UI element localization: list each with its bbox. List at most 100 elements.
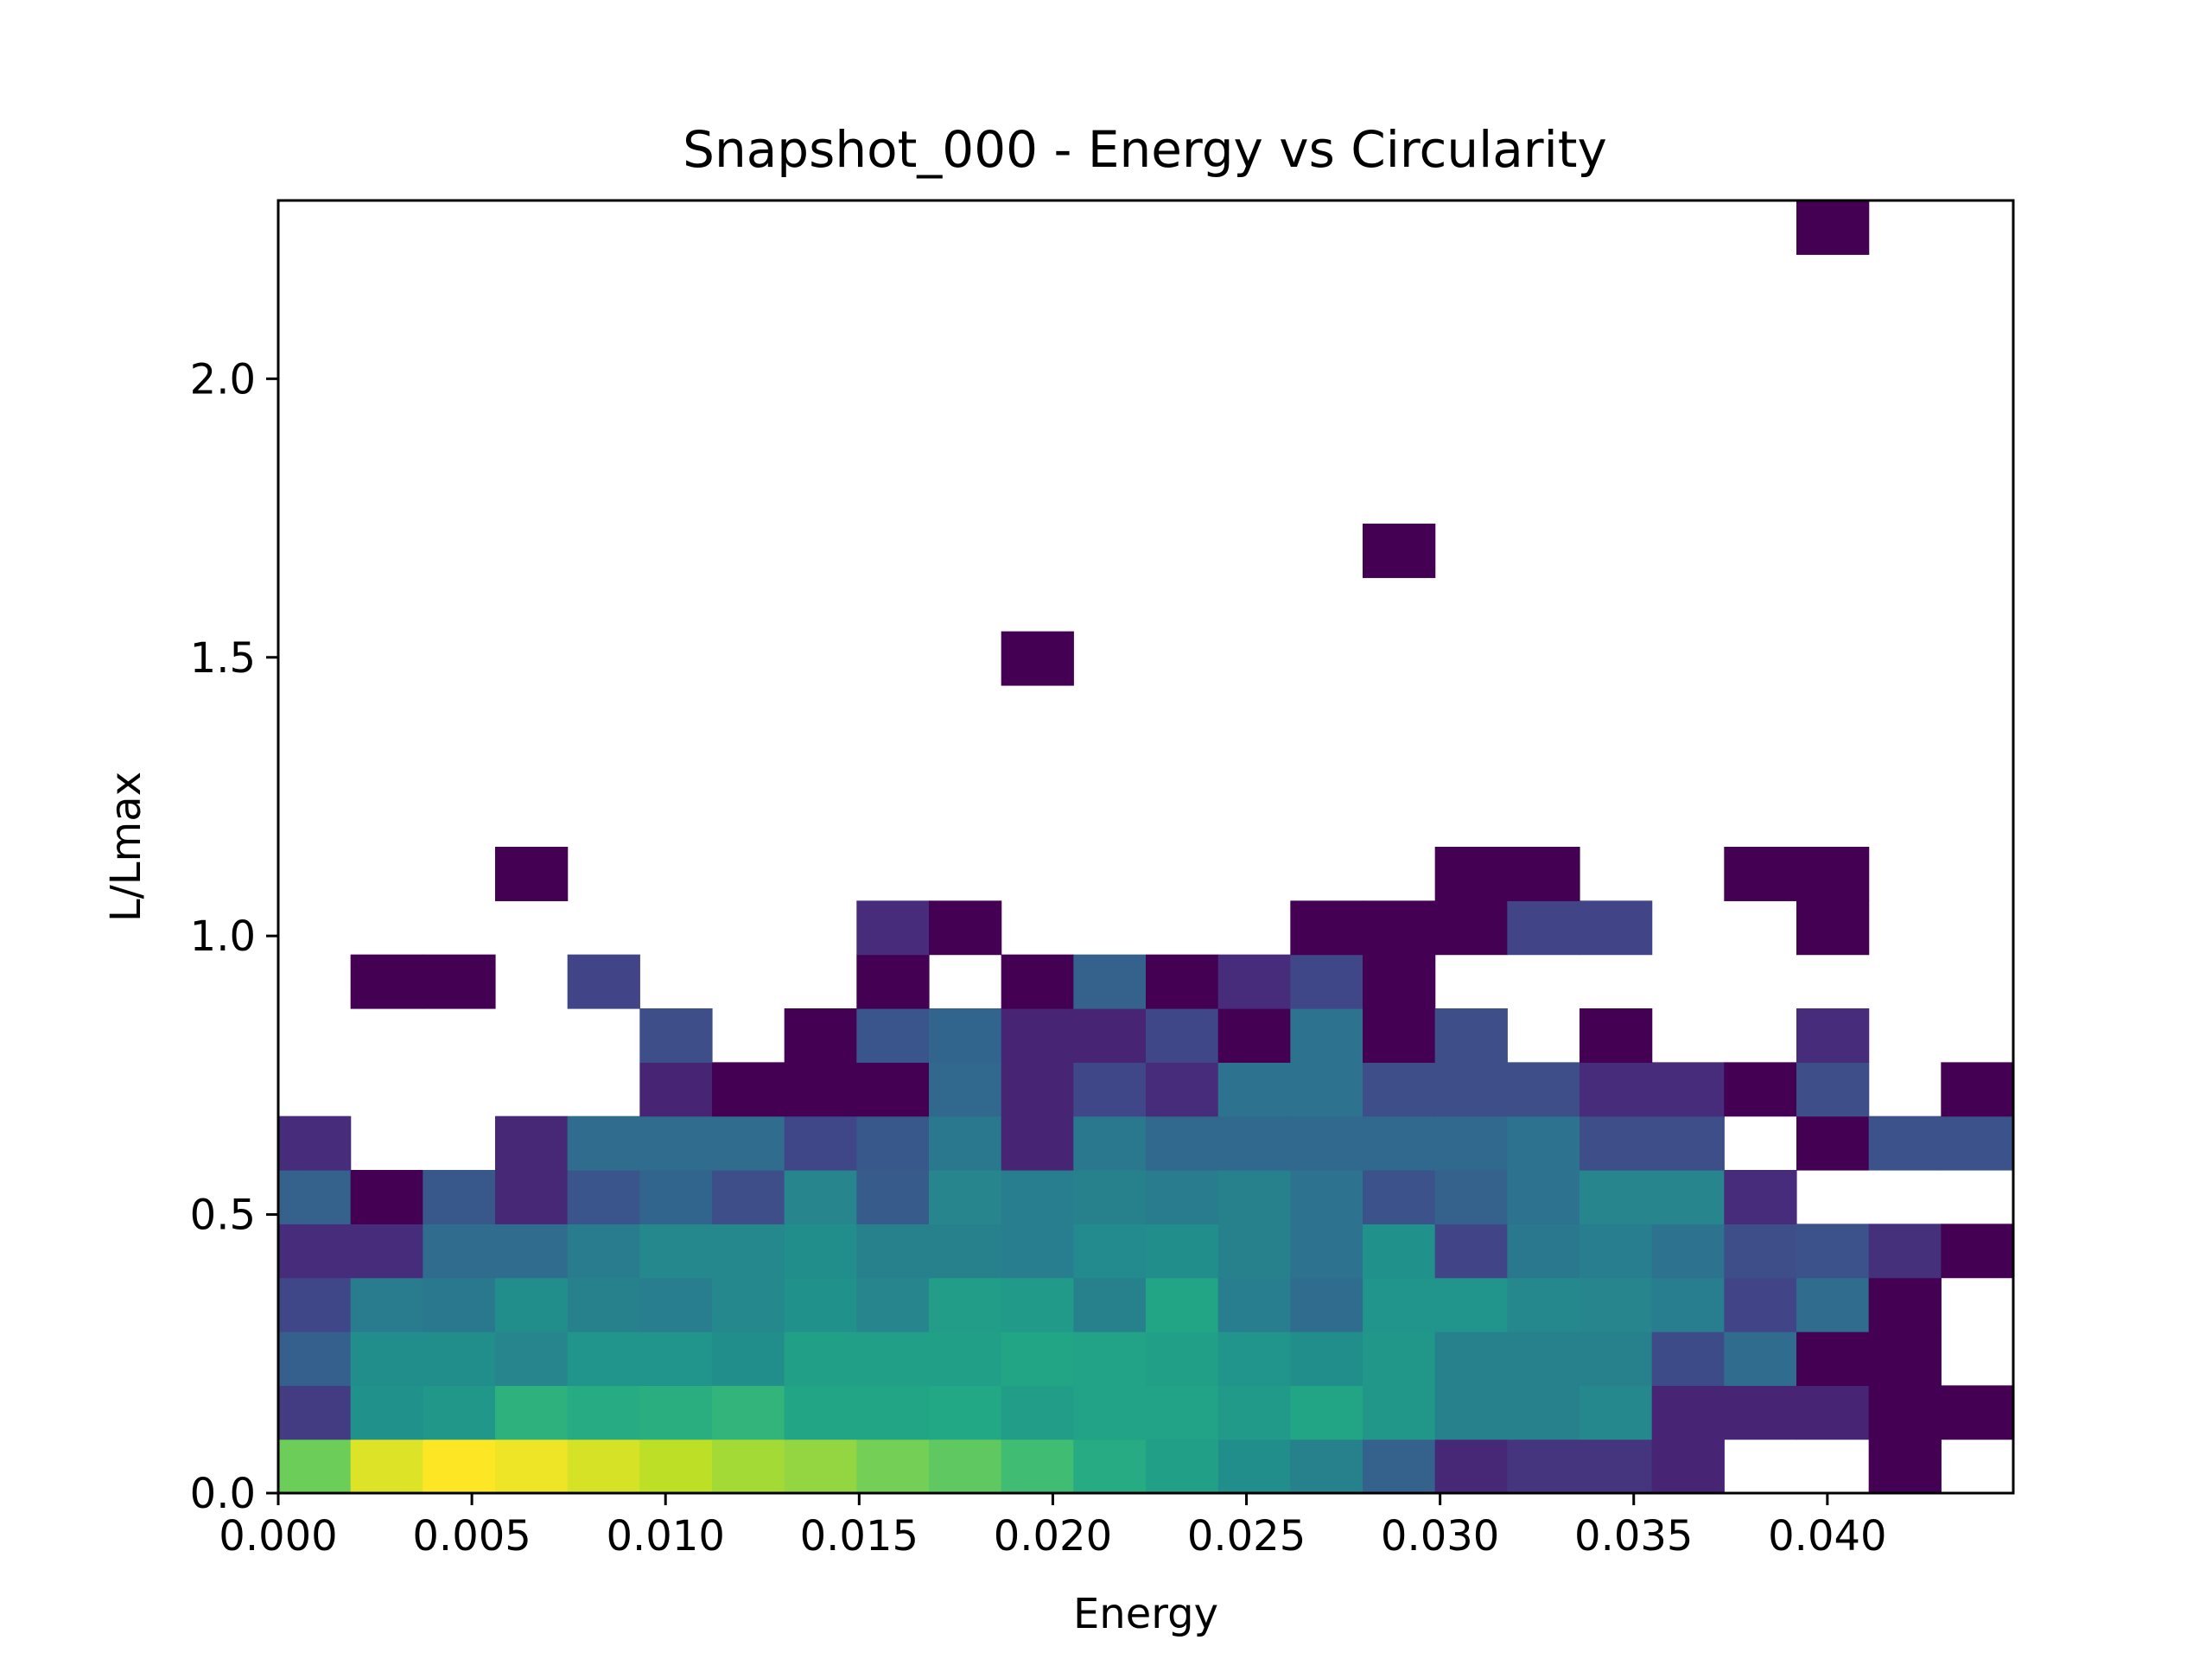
heatmap-cell — [856, 1008, 930, 1063]
heatmap-cell — [1363, 900, 1436, 956]
heatmap-cell — [1073, 1170, 1147, 1224]
heatmap-cell — [856, 1170, 930, 1224]
heatmap-cell — [1001, 1224, 1074, 1279]
heatmap-cell — [1001, 1439, 1074, 1494]
heatmap-cell — [639, 1062, 713, 1117]
y-tick-label: 2.0 — [190, 355, 256, 404]
heatmap-cell — [1363, 1062, 1436, 1117]
heatmap-cell — [1146, 1008, 1219, 1063]
heatmap-cell — [784, 1116, 857, 1171]
heatmap-cell — [929, 900, 1002, 956]
heatmap-cell — [1001, 1385, 1074, 1440]
heatmap-cell — [1434, 1332, 1508, 1386]
heatmap-cell — [278, 1277, 352, 1332]
x-tick-label: 0.015 — [800, 1512, 918, 1560]
heatmap-cell — [1363, 954, 1436, 1009]
heatmap-cell — [1507, 1062, 1580, 1117]
heatmap-cell — [1073, 1224, 1147, 1279]
heatmap-cell — [1434, 847, 1508, 901]
heatmap-cell — [1724, 847, 1797, 901]
heatmap-cell — [1868, 1224, 1942, 1279]
heatmap-cell — [567, 1116, 640, 1171]
heatmap-cell — [1217, 1116, 1291, 1171]
heatmap-cell — [1651, 1439, 1725, 1494]
heatmap-cell — [856, 954, 930, 1009]
heatmap-cell — [712, 1439, 785, 1494]
heatmap-cell — [1507, 900, 1580, 956]
heatmap-cell — [1651, 1332, 1725, 1386]
heatmap-cell — [1434, 900, 1508, 956]
heatmap-cell — [1651, 1116, 1725, 1171]
heatmap-cell — [495, 1332, 569, 1386]
heatmap-cell — [423, 1332, 496, 1386]
heatmap-cell — [639, 1332, 713, 1386]
heatmap-cell — [712, 1277, 785, 1332]
heatmap-cell — [1941, 1224, 2014, 1279]
heatmap-cell — [567, 1332, 640, 1386]
heatmap-cell — [1073, 1332, 1147, 1386]
heatmap-cell — [1073, 1385, 1147, 1440]
heatmap-cell — [350, 1439, 423, 1494]
heatmap-cell — [929, 1439, 1002, 1494]
heatmap-cell — [784, 1062, 857, 1117]
heatmap-cell — [1146, 1170, 1219, 1224]
heatmap-cell — [1796, 900, 1870, 956]
heatmap-cell — [1651, 1062, 1725, 1117]
heatmap-cell — [1363, 1385, 1436, 1440]
heatmap-cell — [495, 1439, 569, 1494]
heatmap-cell — [1580, 1385, 1653, 1440]
heatmap-cell — [856, 1439, 930, 1494]
heatmap-cell — [712, 1062, 785, 1117]
heatmap-cell — [712, 1116, 785, 1171]
heatmap-cell — [495, 1385, 569, 1440]
heatmap-cell — [423, 1385, 496, 1440]
heatmap-cell — [350, 1385, 423, 1440]
heatmap-cell — [1507, 1385, 1580, 1440]
heatmap-cell — [1796, 200, 1870, 255]
heatmap-cell — [1434, 1170, 1508, 1224]
x-tick-label: 0.005 — [412, 1512, 531, 1560]
heatmap-cell — [1073, 1116, 1147, 1171]
heatmap-cell — [1724, 1332, 1797, 1386]
heatmap-cell — [1290, 1116, 1363, 1171]
heatmap-cell — [1580, 1332, 1653, 1386]
heatmap-cell — [1507, 847, 1580, 901]
heatmap-cell — [350, 1224, 423, 1279]
heatmap-cell — [1580, 1439, 1653, 1494]
x-tick-label: 0.020 — [994, 1512, 1112, 1560]
heatmap-cells — [278, 200, 2014, 1494]
heatmap-cell — [784, 1439, 857, 1494]
heatmap-cell — [1434, 1224, 1508, 1279]
heatmap-cell — [1217, 1170, 1291, 1224]
heatmap-cell — [1796, 1062, 1870, 1117]
heatmap-cell — [856, 1224, 930, 1279]
heatmap-cell — [278, 1385, 352, 1440]
y-tick-label: 0.0 — [190, 1470, 256, 1518]
heatmap-cell — [784, 1332, 857, 1386]
y-tick-label: 0.5 — [190, 1192, 256, 1240]
heatmap-cell — [1217, 1224, 1291, 1279]
heatmap-cell — [1507, 1277, 1580, 1332]
heatmap-cell — [856, 900, 930, 956]
heatmap-cell — [1001, 1332, 1074, 1386]
heatmap-cell — [1217, 1008, 1291, 1063]
heatmap-cell — [639, 1224, 713, 1279]
heatmap-cell — [1796, 1008, 1870, 1063]
y-axis-ticks: 0.0 0.5 1.0 1.5 2.0 — [190, 355, 278, 1518]
heatmap-cell — [784, 1170, 857, 1224]
heatmap-cell — [1290, 1332, 1363, 1386]
heatmap-cell — [567, 1224, 640, 1279]
heatmap-cell — [1217, 954, 1291, 1009]
heatmap-cell — [929, 1008, 1002, 1063]
heatmap-cell — [1868, 1277, 1942, 1332]
heatmap-cell — [1796, 1332, 1870, 1386]
heatmap-cell — [495, 1224, 569, 1279]
heatmap-cell — [495, 847, 569, 901]
heatmap-cell — [712, 1332, 785, 1386]
heatmap-cell — [929, 1224, 1002, 1279]
heatmap-cell — [423, 1224, 496, 1279]
heatmap-cell — [278, 1439, 352, 1494]
heatmap-cell — [1001, 1277, 1074, 1332]
heatmap-cell — [1724, 1170, 1797, 1224]
heatmap-cell — [1941, 1116, 2014, 1171]
